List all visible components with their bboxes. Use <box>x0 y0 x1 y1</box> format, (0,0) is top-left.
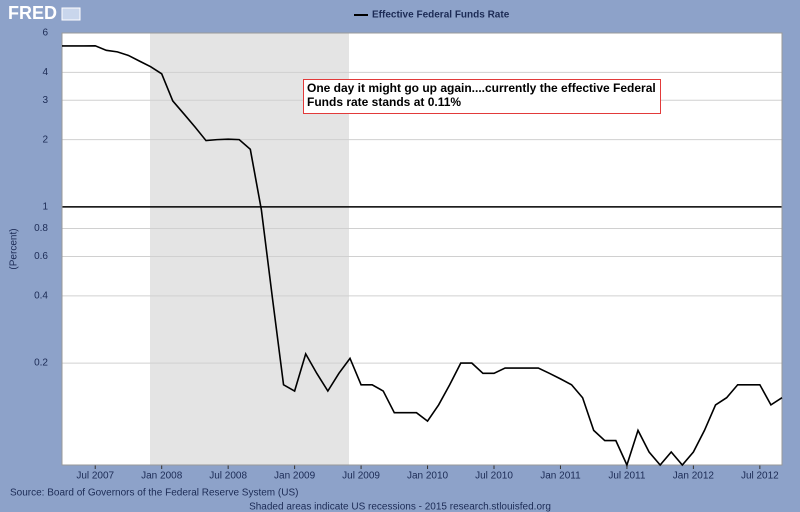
x-tick-label: Jan 2011 <box>540 471 581 482</box>
y-tick-label: 0.4 <box>34 290 48 301</box>
logo: FRED <box>8 3 57 23</box>
y-tick-label: 2 <box>42 134 48 145</box>
y-axis-label: (Percent) <box>9 228 20 269</box>
x-tick-label: Jul 2010 <box>475 471 513 482</box>
y-tick-label: 0.2 <box>34 358 48 369</box>
x-tick-label: Jan 2010 <box>407 471 449 482</box>
y-tick-label: 0.6 <box>34 251 48 262</box>
y-tick-label: 3 <box>42 95 48 106</box>
logo-icon <box>61 7 81 21</box>
x-tick-label: Jan 2009 <box>274 471 316 482</box>
plot-border <box>61 32 783 466</box>
x-tick-label: Jul 2008 <box>209 471 247 482</box>
line <box>62 44 783 468</box>
y-tick-label: 1 <box>42 202 48 213</box>
y-tick-label: 6 <box>42 28 48 39</box>
x-tick-label: Jan 2008 <box>141 471 183 482</box>
annotation: One day it might go up again....currentl… <box>303 79 661 114</box>
footnote: Shaded areas indicate US recessions - 20… <box>249 502 551 512</box>
source: Source: Board of Governors of the Federa… <box>10 488 298 499</box>
x-tick-label: Jul 2007 <box>76 471 114 482</box>
y-tick-label: 4 <box>42 67 48 78</box>
x-tick-label: Jul 2009 <box>342 471 380 482</box>
x-tick-label: Jul 2011 <box>608 471 646 482</box>
x-tick-label: Jan 2012 <box>673 471 715 482</box>
y-tick-label: 0.8 <box>34 223 48 234</box>
legend-label: Effective Federal Funds Rate <box>372 10 510 21</box>
x-tick-label: Jul 2012 <box>741 471 779 482</box>
